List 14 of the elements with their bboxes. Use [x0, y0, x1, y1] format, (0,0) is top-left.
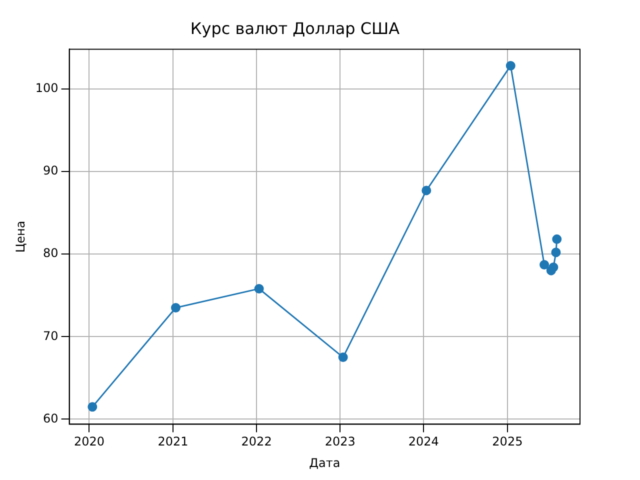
x-tick-label: 2022 [241, 434, 272, 449]
chart-title: Курс валют Доллар США [190, 18, 400, 38]
x-tick-label: 2021 [158, 434, 188, 449]
x-tick-label: 2024 [408, 434, 439, 449]
y-tick-label: 60 [43, 411, 58, 426]
x-axis-title: Дата [309, 456, 340, 470]
y-tick-label: 70 [43, 328, 58, 343]
y-tick-label: 90 [43, 164, 58, 178]
x-tick-label: 2023 [324, 434, 356, 449]
y-tick-label: 100 [35, 80, 58, 95]
x-tick-label: 2025 [492, 434, 523, 449]
y-axis-title: Цена [13, 220, 28, 253]
x-tick-label: 2020 [74, 434, 104, 449]
y-tick-label: 80 [43, 246, 58, 260]
